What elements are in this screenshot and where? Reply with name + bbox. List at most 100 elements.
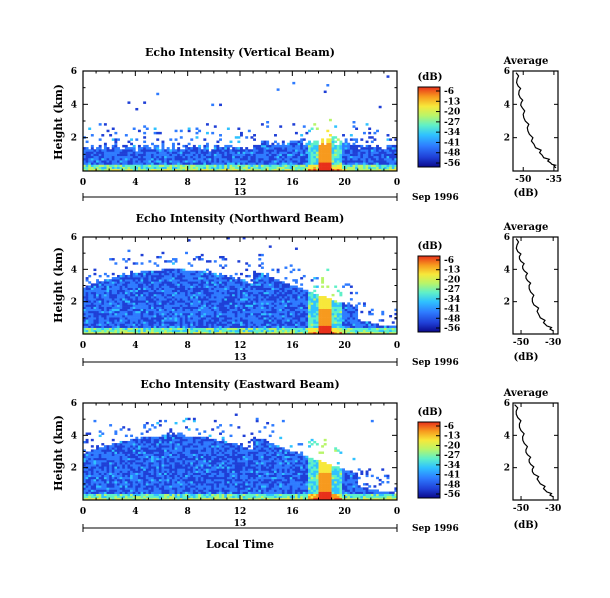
echo-cell	[120, 151, 123, 153]
echo-cell	[206, 279, 209, 281]
echo-cell	[245, 262, 248, 264]
echo-cell	[96, 315, 99, 317]
echo-cell	[109, 292, 112, 294]
echo-cell	[133, 290, 136, 292]
echo-cell	[266, 300, 269, 302]
echo-cell	[135, 138, 138, 140]
echo-cell	[135, 160, 138, 162]
echo-cell	[109, 288, 112, 290]
echo-cell	[88, 311, 91, 313]
echo-cell	[295, 307, 298, 309]
echo-cell	[112, 483, 115, 485]
echo-cell	[311, 311, 314, 313]
echo-cell	[185, 275, 188, 277]
echo-cell	[99, 466, 102, 468]
echo-cell	[196, 300, 199, 302]
echo-cell	[266, 275, 269, 277]
echo-cell	[107, 447, 110, 449]
echo-cell	[248, 156, 251, 158]
echo-cell	[219, 279, 222, 281]
echo-cell	[127, 290, 130, 292]
echo-cell	[167, 279, 170, 281]
echo-cell	[214, 321, 217, 323]
echo-cell	[198, 149, 201, 151]
echo-cell	[216, 309, 219, 311]
echo-cell	[122, 162, 125, 164]
echo-cell	[345, 321, 348, 323]
echo-cell	[206, 275, 209, 277]
echo-cell	[282, 154, 285, 156]
echo-cell	[156, 288, 159, 290]
echo-cell	[253, 154, 256, 156]
echo-cell	[313, 160, 316, 162]
echo-cell	[240, 296, 243, 298]
echo-cell	[96, 470, 99, 472]
echo-cell	[99, 292, 102, 294]
echo-cell	[360, 149, 363, 151]
echo-cell	[214, 283, 217, 285]
echo-cell	[214, 313, 217, 315]
echo-cell	[305, 147, 308, 149]
echo-cell	[264, 290, 267, 292]
echo-cell	[182, 296, 185, 298]
echo-cell	[227, 311, 230, 313]
echo-cell	[284, 294, 287, 296]
echo-cell	[196, 319, 199, 321]
echo-cell	[196, 309, 199, 311]
echo-cell	[182, 273, 185, 275]
echo-cell	[339, 145, 342, 147]
echo-cell	[308, 323, 311, 325]
echo-cell	[185, 300, 188, 302]
echo-cell	[151, 290, 154, 292]
echo-cell	[209, 292, 212, 294]
echo-cell	[271, 300, 274, 302]
colorbar-gradient	[418, 87, 440, 167]
echo-cell	[253, 151, 256, 153]
echo-cell	[256, 300, 259, 302]
echo-cell	[185, 160, 188, 162]
echo-cell	[235, 158, 238, 160]
echo-cell	[271, 323, 274, 325]
echo-cell	[112, 307, 115, 309]
average-x-label: (dB)	[514, 188, 539, 199]
echo-cell	[237, 281, 240, 283]
echo-cell	[130, 160, 133, 162]
echo-cell	[368, 321, 371, 323]
echo-cell	[190, 326, 193, 328]
echo-cell	[250, 149, 253, 151]
echo-cell	[295, 281, 298, 283]
echo-cell	[154, 154, 157, 156]
echo-cell	[287, 160, 290, 162]
echo-cell	[308, 315, 311, 317]
echo-cell	[224, 164, 227, 166]
echo-cell	[279, 294, 282, 296]
echo-cell	[146, 160, 149, 162]
echo-cell	[109, 477, 112, 479]
echo-cell	[86, 286, 89, 288]
echo-cell	[211, 273, 214, 275]
echo-cell	[269, 330, 272, 332]
echo-cell	[355, 328, 358, 330]
echo-cell	[120, 321, 123, 323]
echo-cell	[127, 326, 130, 328]
echo-cell	[96, 483, 99, 485]
echo-cell	[245, 307, 248, 309]
echo-cell	[266, 323, 269, 325]
echo-cell	[266, 311, 269, 313]
echo-cell	[303, 311, 306, 313]
echo-cell	[350, 304, 353, 306]
echo-cell	[146, 300, 149, 302]
echo-cell	[345, 149, 348, 151]
echo-cell	[253, 292, 256, 294]
echo-cell	[175, 138, 178, 140]
echo-cell	[381, 311, 384, 313]
echo-cell	[308, 158, 311, 160]
echo-cell	[196, 292, 199, 294]
echo-cell	[182, 311, 185, 313]
echo-cell	[321, 317, 324, 319]
echo-cell	[169, 319, 172, 321]
echo-cell	[172, 288, 175, 290]
echo-cell	[114, 290, 117, 292]
echo-cell	[130, 288, 133, 290]
echo-cell	[148, 307, 151, 309]
